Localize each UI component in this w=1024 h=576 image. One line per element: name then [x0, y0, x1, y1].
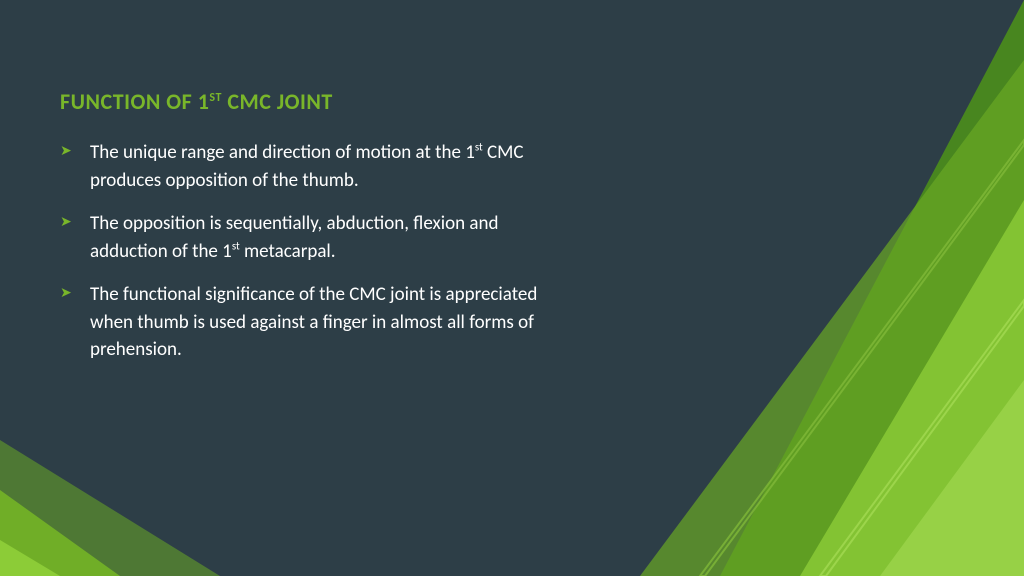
slide: FUNCTION OF 1ST CMC JOINT The unique ran…: [0, 0, 1024, 576]
bullet-item: The unique range and direction of motion…: [60, 139, 580, 194]
bullet-sup: st: [232, 239, 240, 252]
slide-title: FUNCTION OF 1ST CMC JOINT: [60, 88, 580, 115]
title-post: CMC JOINT: [222, 88, 333, 115]
title-sup: ST: [209, 91, 222, 105]
bullet-text: metacarpal.: [240, 240, 336, 263]
bullet-item: The opposition is sequentially, abductio…: [60, 210, 580, 265]
bullet-item: The functional significance of the CMC j…: [60, 281, 580, 364]
bullet-sup: st: [475, 141, 483, 154]
title-pre: FUNCTION OF 1: [60, 88, 209, 115]
bullet-text: The unique range and direction of motion…: [90, 141, 475, 164]
slide-content: FUNCTION OF 1ST CMC JOINT The unique ran…: [0, 0, 640, 364]
bullet-list: The unique range and direction of motion…: [60, 139, 580, 364]
bullet-text: The functional significance of the CMC j…: [90, 283, 537, 361]
